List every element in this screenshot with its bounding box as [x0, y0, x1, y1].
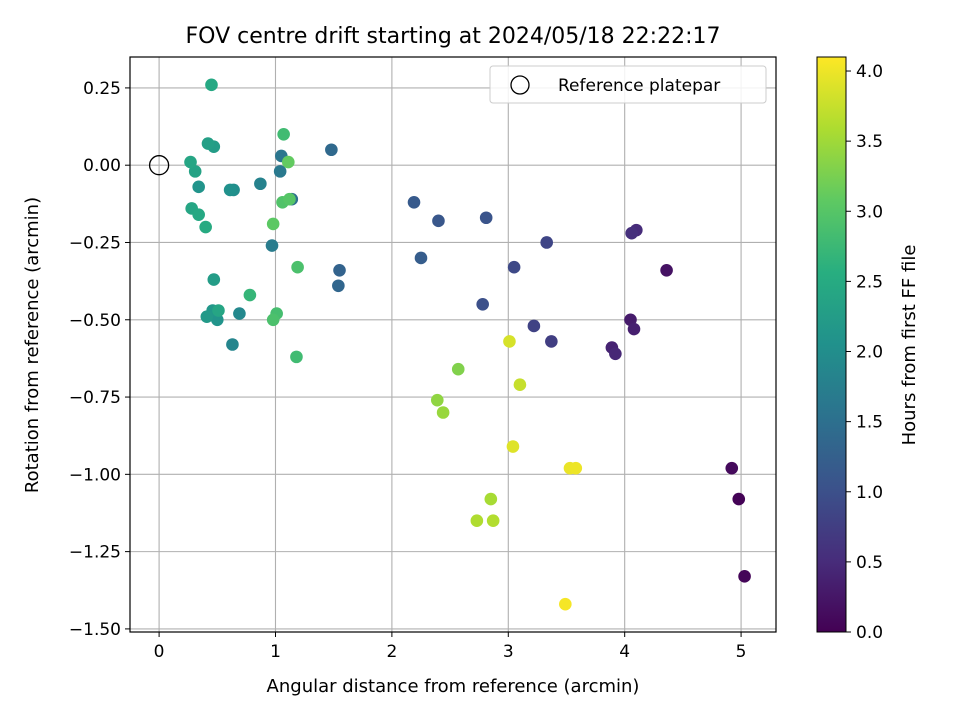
data-point	[414, 251, 428, 265]
data-point	[233, 307, 246, 320]
data-point	[254, 177, 267, 191]
data-point	[732, 492, 746, 506]
reference-platepar-marker	[148, 155, 170, 176]
data-point	[277, 127, 290, 141]
data-point	[188, 165, 202, 178]
data-point	[283, 192, 296, 206]
y-tick-label: −1.25	[69, 543, 121, 563]
data-point	[207, 273, 221, 286]
data-point	[476, 298, 489, 311]
scatter-points	[184, 78, 751, 611]
legend: Reference platepar	[489, 65, 767, 104]
data-point	[430, 393, 444, 407]
y-axis-label: Rotation from reference (arcmin)	[22, 197, 43, 493]
data-point	[569, 461, 583, 475]
colorbar-ticks: 0.0 0.5 1.0 1.5 2.0 2.5 3.0 3.5 4.0	[846, 62, 883, 643]
colorbar-tick-label: 1.5	[856, 413, 883, 433]
data-point	[738, 570, 751, 583]
y-tick-label: −0.50	[69, 311, 121, 331]
data-point	[210, 313, 224, 327]
data-point	[243, 288, 257, 302]
x-tick-label: 4	[619, 642, 630, 662]
data-point	[212, 304, 225, 317]
data-point	[184, 155, 197, 169]
colorbar-label: Hours from first FF file	[899, 245, 920, 446]
axis-ticks: 0 1 2 3 4 5 0.25 0.00 −0.25 −0.50 −0.75 −1.00 −1.25 −…	[69, 79, 747, 662]
data-point	[192, 208, 205, 221]
plot-area-frame	[129, 56, 777, 633]
data-point	[223, 183, 237, 197]
colorbar: 0.0 0.5 1.0 1.5 2.0 2.5 3.0 3.5 4.0 Hours from f…	[816, 56, 920, 643]
colorbar-tick-label: 3.0	[856, 202, 883, 222]
legend-label: Reference platepar	[558, 76, 720, 96]
legend-box	[489, 65, 767, 104]
colorbar-tick-label: 2.5	[856, 272, 883, 292]
x-tick-label: 3	[503, 642, 514, 662]
reference-marker-layer	[148, 155, 170, 176]
y-tick-label: −0.25	[69, 233, 121, 253]
chart-title: FOV centre drift starting at 2024/05/18 …	[186, 24, 721, 49]
data-point	[540, 236, 553, 249]
colorbar-gradient	[816, 56, 847, 633]
colorbar-tick-label: 1.0	[856, 483, 883, 503]
data-point	[479, 211, 493, 225]
data-point	[333, 264, 346, 277]
data-point	[200, 310, 214, 323]
data-point	[436, 406, 450, 419]
data-point	[325, 143, 338, 157]
x-tick-label: 5	[736, 642, 747, 662]
x-tick-label: 0	[154, 642, 165, 662]
data-point	[451, 362, 465, 376]
data-point	[291, 260, 304, 274]
data-point	[506, 440, 520, 453]
data-point	[265, 239, 279, 252]
data-point	[507, 260, 521, 274]
x-tick-label: 2	[386, 642, 397, 662]
y-tick-label: 0.25	[83, 79, 121, 99]
colorbar-tick-label: 0.5	[856, 553, 883, 573]
data-point	[332, 279, 345, 293]
data-point	[486, 514, 500, 528]
data-point	[470, 514, 484, 528]
colorbar-tick-label: 4.0	[856, 62, 883, 82]
y-tick-label: 0.00	[83, 156, 121, 176]
colorbar-tick-label: 3.5	[856, 132, 883, 152]
data-point	[725, 461, 739, 475]
x-axis-label: Angular distance from reference (arcmin)	[267, 676, 640, 697]
data-point	[660, 264, 673, 277]
y-tick-label: −1.00	[69, 465, 121, 485]
data-point	[625, 226, 638, 240]
y-tick-label: −1.50	[69, 620, 121, 640]
y-tick-label: −0.75	[69, 388, 121, 408]
data-point	[432, 214, 445, 228]
legend-marker-icon	[510, 75, 530, 95]
data-point	[407, 195, 421, 209]
data-point	[545, 335, 558, 348]
data-point	[226, 338, 239, 351]
data-point	[281, 155, 295, 169]
data-point	[484, 492, 498, 506]
data-point	[527, 319, 541, 333]
data-point	[266, 217, 280, 231]
x-tick-label: 1	[270, 642, 281, 662]
colorbar-tick-label: 0.0	[856, 623, 883, 643]
data-point	[290, 350, 303, 364]
data-point	[205, 78, 218, 92]
colorbar-tick-label: 2.0	[856, 343, 883, 363]
data-point	[513, 378, 527, 391]
grid-lines	[130, 57, 776, 632]
data-point	[199, 220, 212, 234]
data-point	[273, 165, 287, 178]
data-point	[503, 335, 516, 348]
data-point	[266, 313, 280, 327]
data-point	[192, 180, 205, 194]
data-point	[609, 347, 622, 361]
data-point	[627, 322, 641, 336]
data-point	[559, 597, 572, 611]
data-point	[201, 137, 215, 150]
